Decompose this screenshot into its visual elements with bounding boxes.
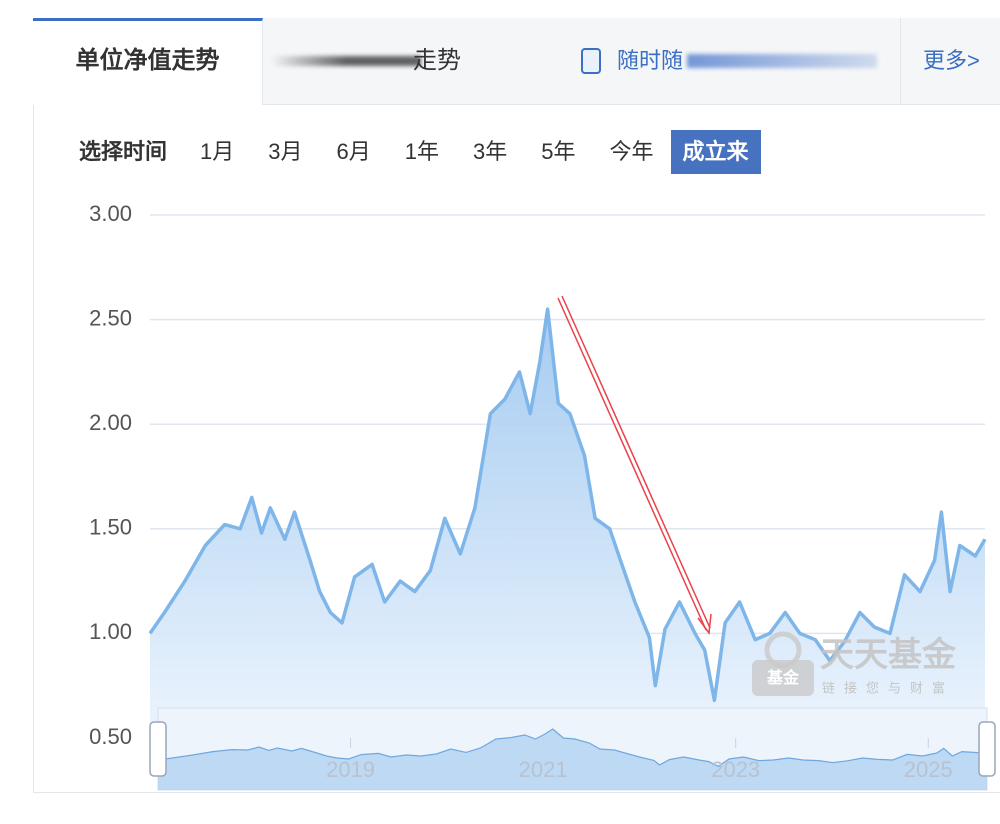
watermark-badge bbox=[752, 660, 814, 696]
watermark-subtitle: 链接您与财富 bbox=[822, 680, 954, 695]
slider-area bbox=[158, 729, 987, 790]
blurred-text bbox=[271, 56, 421, 66]
y-tick-label: 3.00 bbox=[89, 201, 132, 226]
tab-divider bbox=[900, 18, 901, 104]
y-tick-label: 1.00 bbox=[89, 619, 132, 644]
x-tick-label: 2019 bbox=[326, 757, 375, 782]
area bbox=[150, 309, 985, 738]
range-selector: 选择时间 1月 3月 6月 1年 3年 5年 今年 成立来 bbox=[79, 130, 761, 174]
y-tick-label: 0.50 bbox=[89, 724, 132, 749]
y-tick-label: 2.00 bbox=[89, 410, 132, 435]
range-option[interactable]: 5年 bbox=[541, 139, 576, 164]
slider-handle[interactable] bbox=[149, 721, 167, 777]
range-option[interactable]: 1月 bbox=[200, 139, 235, 164]
tab[interactable]: 单位净值走势 bbox=[33, 18, 263, 105]
range-option[interactable]: 3年 bbox=[473, 139, 508, 164]
range-option[interactable]: 成立来 bbox=[670, 130, 761, 174]
annotation-arrow bbox=[561, 295, 711, 629]
x-tick-label: 2021 bbox=[519, 757, 568, 782]
slider-handle[interactable] bbox=[978, 721, 996, 777]
y-tick-label: 2.50 bbox=[89, 305, 132, 330]
tab-bar: 单位净值走势 走势 随时随 更多> bbox=[33, 18, 1000, 105]
range-option[interactable]: 3月 bbox=[268, 139, 303, 164]
more-link[interactable]: 更多> bbox=[923, 48, 980, 73]
watermark-badge bbox=[764, 631, 802, 669]
range-label: 选择时间 bbox=[79, 139, 168, 164]
line bbox=[148, 307, 987, 703]
annotation-arrowhead bbox=[697, 613, 712, 636]
watermark-title: 天天基金 bbox=[820, 635, 957, 674]
tab[interactable]: 随时随 bbox=[617, 48, 684, 73]
phone-icon bbox=[581, 48, 601, 74]
blurred-text bbox=[687, 54, 877, 68]
annotation-arrow bbox=[557, 297, 707, 631]
watermark-badge-text: 基金 bbox=[766, 668, 800, 687]
range-option[interactable]: 1年 bbox=[404, 139, 440, 164]
tab[interactable]: 走势 bbox=[413, 47, 461, 74]
x-tick-label: 2025 bbox=[904, 757, 953, 782]
x-tick-label: 2023 bbox=[711, 757, 760, 782]
slider-line bbox=[157, 728, 988, 768]
range-option[interactable]: 6月 bbox=[336, 139, 371, 164]
range-option[interactable]: 今年 bbox=[609, 139, 654, 164]
y-tick-label: 1.50 bbox=[89, 515, 132, 540]
